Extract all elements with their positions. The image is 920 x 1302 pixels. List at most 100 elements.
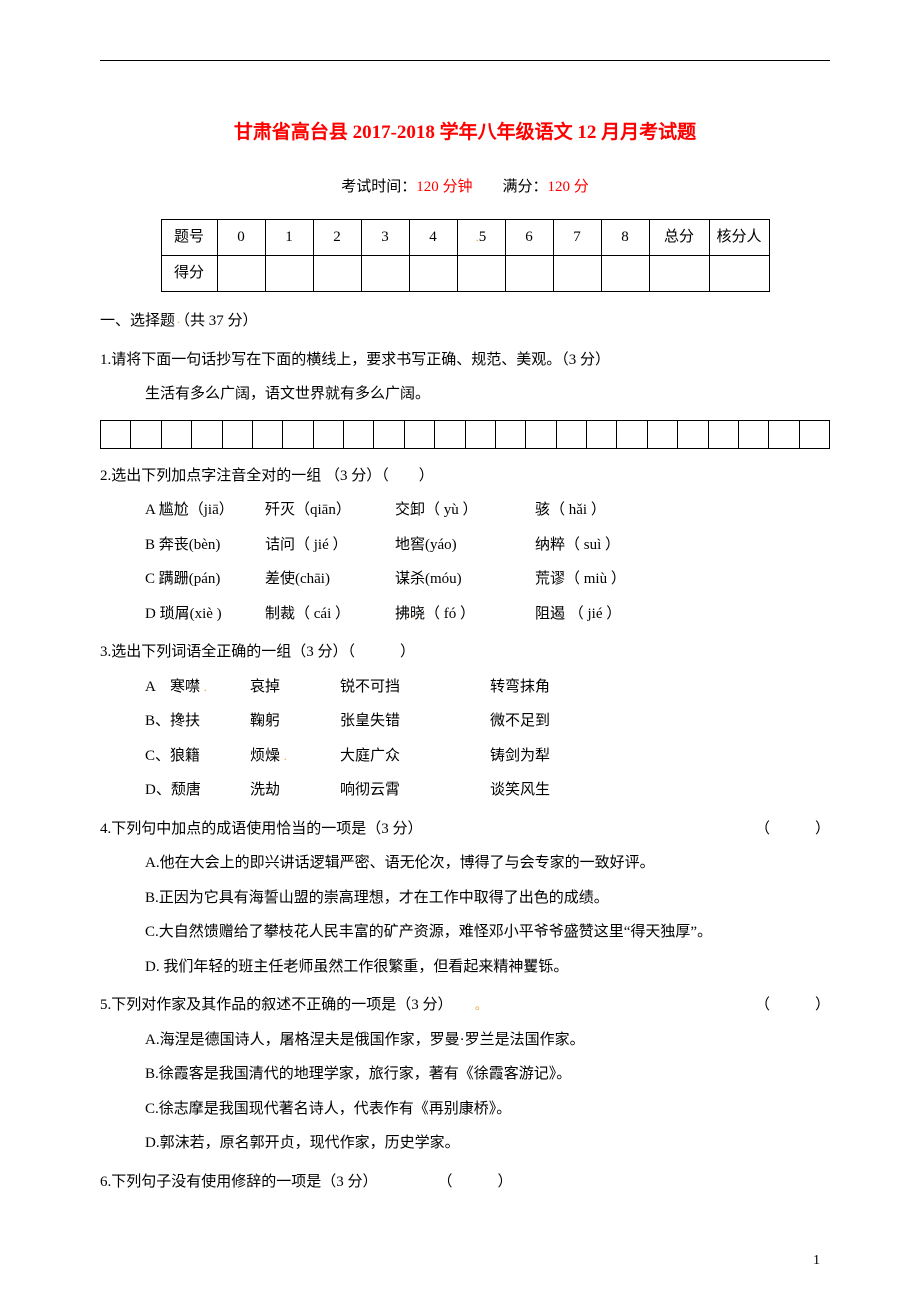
q2-a-4: 骇（ hǎi ） — [535, 493, 675, 528]
col-6: 6 — [505, 220, 553, 256]
q4-text: 4.下列句中加点的成语使用恰当的一项是（3 分） — [100, 812, 423, 847]
answer-grid — [100, 420, 830, 449]
dot-icon: . — [204, 680, 207, 694]
q2-option-a: A 尴尬（jiā） 歼灭（qiān） 交卸（ yù ） 骇（ hǎi ） — [100, 493, 830, 528]
col-8: 8 — [601, 220, 649, 256]
question-4: 4.下列句中加点的成语使用恰当的一项是（3 分） （ ） — [100, 812, 830, 847]
full-score: 120 分 — [548, 179, 589, 195]
top-rule — [100, 60, 830, 61]
q2-c-1: C 蹒跚(pán) — [145, 562, 265, 597]
blank-cell — [553, 256, 601, 292]
q3-b-1: B、搀扶 — [145, 704, 250, 739]
q3-option-d: D、颓唐 洗劫 响彻云霄 谈笑风生 — [100, 773, 830, 808]
col-total: 总分 — [649, 220, 709, 256]
blank-cell — [505, 256, 553, 292]
blank-cell — [457, 256, 505, 292]
q3-a-2: 哀掉 — [250, 670, 340, 705]
q2-option-b: B 奔丧(bèn) 诘问（ jié ） 地窖(yáo) 纳粹（ suì ） — [100, 528, 830, 563]
q2-b-3: 地窖(yáo) — [395, 528, 535, 563]
q4-option-d: D. 我们年轻的班主任老师虽然工作很繁重，但看起来精神矍铄。 — [100, 950, 830, 985]
q3-d-2: 洗劫 — [250, 773, 340, 808]
q5-paren: （ ） — [755, 988, 830, 1023]
col-0: 0 — [217, 220, 265, 256]
question-6: 6.下列句子没有使用修辞的一项是（3 分） （ ） — [100, 1165, 830, 1200]
question-2: 2.选出下列加点字注音全对的一组 （3 分）（ ） — [100, 459, 830, 494]
col-3: 3 — [361, 220, 409, 256]
blank-cell — [649, 256, 709, 292]
dot-icon: . — [177, 312, 180, 326]
q3-b-4: 微不足到 — [490, 704, 630, 739]
q2-c-2: 差使(chāi) — [265, 562, 395, 597]
duration: 120 分钟 — [416, 179, 472, 195]
q3-d-3: 响彻云霄 — [340, 773, 490, 808]
col-1: 1 — [265, 220, 313, 256]
subtitle-mid: 满分： — [473, 179, 548, 195]
page-number: 1 — [813, 1245, 820, 1277]
q2-option-c: C 蹒跚(pán) 差使(chāi) 谋杀(móu) 荒谬（ miù ） — [100, 562, 830, 597]
q5-option-a: A.海涅是德国诗人，屠格涅夫是俄国作家，罗曼·罗兰是法国作家。 — [100, 1023, 830, 1058]
col-checker: 核分人 — [709, 220, 769, 256]
subtitle-prefix: 考试时间： — [341, 179, 416, 195]
q5-option-c: C.徐志摩是我国现代著名诗人，代表作有《再别康桥》。 — [100, 1092, 830, 1127]
q6-text: 6.下列句子没有使用修辞的一项是（3 分） — [100, 1174, 370, 1190]
q3-option-b: B、搀扶 鞠躬 张皇失错 微不足到 — [100, 704, 830, 739]
col-5-val: 5 — [479, 229, 487, 245]
q2-c-4: 荒谬（ miù ） — [535, 562, 675, 597]
q6-paren: （ ） — [445, 1174, 513, 1190]
blank-cell — [709, 256, 769, 292]
q3-d-1: D、颓唐 — [145, 773, 250, 808]
blank-cell — [601, 256, 649, 292]
blank-cell — [361, 256, 409, 292]
q4-option-c: C.大自然馈赠给了攀枝花人民丰富的矿产资源，难怪邓小平爷爷盛赞这里“得天独厚”。 — [100, 915, 830, 950]
q3-a-1: A 寒噤 — [145, 679, 200, 695]
q3-c-1: C、狼籍 — [145, 739, 250, 774]
score-table: 题号 0 1 2 3 4 .5 6 7 8 总分 核分人 得分 — [161, 219, 770, 292]
q2-b-4: 纳粹（ suì ） — [535, 528, 675, 563]
q4-option-b: B.正因为它具有海誓山盟的崇高理想，才在工作中取得了出色的成绩。 — [100, 881, 830, 916]
question-5: 5.下列对作家及其作品的叙述不正确的一项是（3 分） 。 （ ） — [100, 988, 830, 1023]
q2-d-2: 制裁（ cái ） — [265, 597, 395, 632]
exam-subtitle: 考试时间：120 分钟 满分：120 分 — [100, 170, 830, 205]
col-2: 2 — [313, 220, 361, 256]
q2-a-1: A 尴尬（jiā） — [145, 493, 265, 528]
q5-option-b: B.徐霞客是我国清代的地理学家，旅行家，著有《徐霞客游记》。 — [100, 1057, 830, 1092]
q5-text: 5.下列对作家及其作品的叙述不正确的一项是（3 分） — [100, 997, 445, 1013]
q3-option-a: A 寒噤 . 哀掉 锐不可挡 转弯抹角 — [100, 670, 830, 705]
question-3: 3.选出下列词语全正确的一组（3 分）（ ） — [100, 635, 830, 670]
q2-d-3: 拂晓（ fó ） — [395, 606, 475, 622]
exam-title: 甘肃省高台县 2017-2018 学年八年级语文 12 月月考试题 — [100, 111, 830, 155]
q3-option-c: C、狼籍 烦燥 . 大庭广众 铸剑为犁 — [100, 739, 830, 774]
q2-c-3: 谋杀(móu) — [395, 562, 535, 597]
question-1: 1.请将下面一句话抄写在下面的横线上，要求书写正确、规范、美观。（3 分） — [100, 343, 830, 378]
blank-cell — [313, 256, 361, 292]
q2-b-2: 诘问（ jié ） — [265, 528, 395, 563]
section-1-heading: 一、选择题（共 37 分）. — [100, 304, 830, 339]
q3-d-4: 谈笑风生 — [490, 773, 630, 808]
q3-a-4: 转弯抹角 — [490, 670, 630, 705]
q2-a-3: 交卸（ yù ） — [395, 493, 535, 528]
q2-option-d: D 琐屑(xiè ) 制裁（ cái ） 拂晓（ fó ）. 阻遏 （ jié … — [100, 597, 830, 632]
blank-cell — [217, 256, 265, 292]
q3-b-2: 鞠躬 — [250, 704, 340, 739]
q3-a-3: 锐不可挡 — [340, 670, 490, 705]
dot-icon: . — [411, 607, 414, 621]
q3-c-2: 烦燥 — [250, 748, 280, 764]
q4-option-a: A.他在大会上的即兴讲话逻辑严密、语无伦次，博得了与会专家的一致好评。 — [100, 846, 830, 881]
q2-d-1: D 琐屑(xiè ) — [145, 597, 265, 632]
q2-a-2: 歼灭（qiān） — [265, 493, 395, 528]
col-5: .5 — [457, 220, 505, 256]
score-row1-label: 题号 — [161, 220, 217, 256]
q2-d-4: 阻遏 （ jié ） — [535, 597, 675, 632]
dot-icon: . — [284, 749, 287, 763]
q3-c-4: 铸剑为犁 — [490, 739, 630, 774]
q4-paren: （ ） — [755, 812, 830, 847]
blank-cell — [409, 256, 457, 292]
blank-cell — [265, 256, 313, 292]
question-1-sentence: 生活有多么广阔，语文世界就有多么广阔。 — [100, 377, 830, 412]
dot-icon: 。 — [475, 998, 487, 1012]
score-row2-label: 得分 — [161, 256, 217, 292]
q3-b-3: 张皇失错 — [340, 704, 490, 739]
q3-c-3: 大庭广众 — [340, 739, 490, 774]
col-7: 7 — [553, 220, 601, 256]
col-4: 4 — [409, 220, 457, 256]
